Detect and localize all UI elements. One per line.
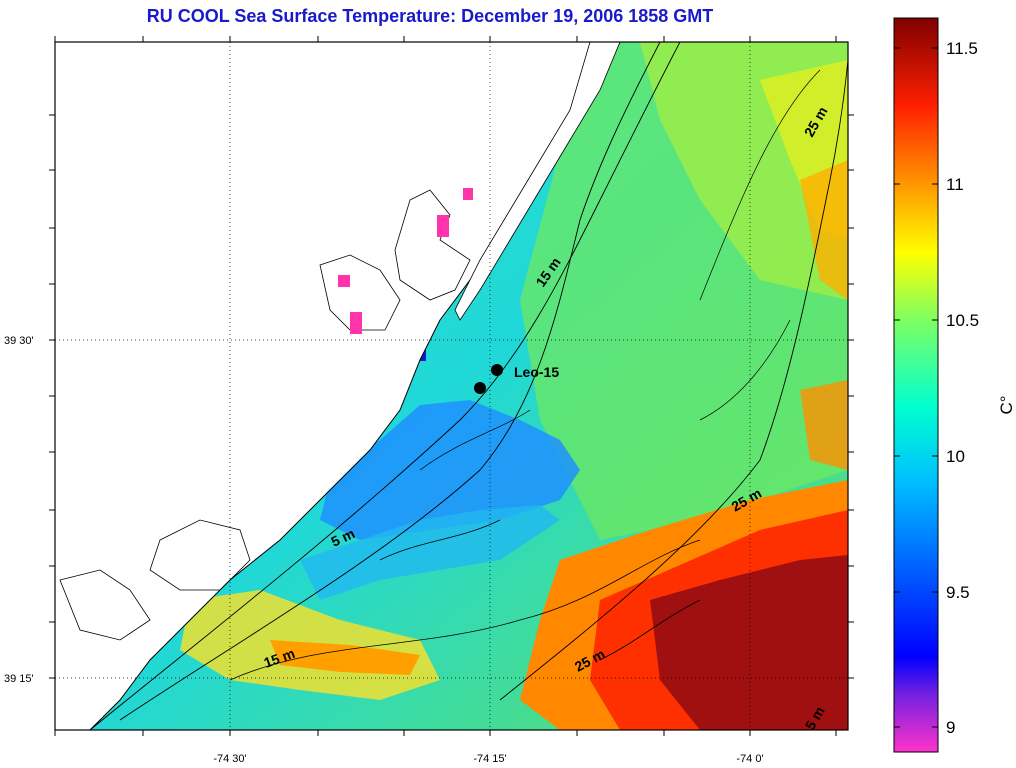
lat-label: 39 30' [4,335,34,347]
map-title: RU COOL Sea Surface Temperature: Decembe… [146,6,714,26]
flag-pixel [463,188,473,200]
station-marker [474,382,486,394]
map-frame [54,41,849,731]
warm-area-darkred [650,555,848,730]
cool-water-patch [320,400,580,540]
station-marker [491,364,503,376]
lon-label: -74 30' [213,753,246,765]
contour-25m-south [599,599,701,661]
flag-pixel [350,312,362,334]
graticule [55,42,848,730]
map-ticks [49,36,854,736]
warm-area-north-2 [800,160,848,300]
lon-label: -74 0' [736,753,763,765]
lon-label: -74 15' [473,753,506,765]
contour-minor [699,69,821,301]
bay-coastline-2 [319,254,401,331]
contour-minor [699,319,791,421]
warm-area-south-2 [270,640,420,675]
inlet-coastline [149,519,251,591]
contour-15m-south [229,539,701,681]
cool-water-patch-2 [300,505,560,600]
warm-area-east [800,380,848,470]
inlet-coastline-2 [59,569,151,641]
contour-15m [119,42,661,721]
map-area [55,42,848,730]
contour-minor [379,519,501,561]
lat-label: 39 15' [4,673,34,685]
flag-pixel [437,215,449,237]
bay-coastline [394,189,471,301]
contour-minor [419,409,531,471]
contour-25m [499,59,848,701]
flag-pixel [338,275,350,287]
barrier-island [454,42,621,321]
station-label: Leo-15 [514,364,559,380]
contour-5m [89,42,681,730]
